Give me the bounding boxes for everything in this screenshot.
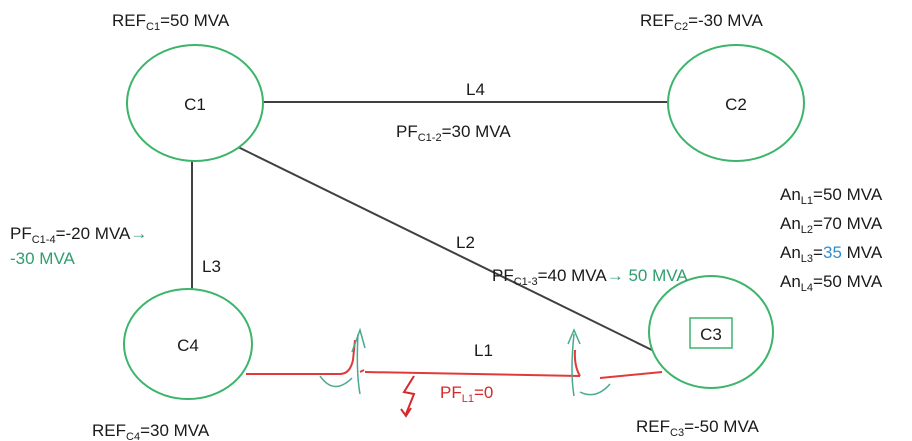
pf-l1-label: PFL1=0	[440, 383, 493, 405]
rating-l3-highlight: 35	[823, 243, 842, 262]
rating-l2: AnL2=70 MVA	[780, 214, 883, 236]
node-c3-box	[689, 317, 733, 349]
ref-c4-label: REFC4=30 MVA	[92, 421, 210, 441]
rating-l3: AnL3=35 MVA	[780, 243, 883, 265]
node-c1[interactable]: C1	[126, 44, 264, 162]
node-c2-label: C2	[725, 95, 747, 114]
line-l3-label: L3	[202, 257, 221, 276]
fault-lightning-icon	[402, 375, 416, 415]
ref-c3-label: REFC3=-50 MVA	[636, 417, 760, 439]
ref-c1-label: REFC1=50 MVA	[112, 11, 230, 33]
node-c1-label: C1	[184, 95, 206, 114]
fault-arrowhead-icon	[400, 407, 412, 418]
breaker-hooks	[319, 327, 611, 397]
node-c3-label: C3	[700, 325, 722, 344]
rating-l4: AnL4=50 MVA	[780, 272, 883, 294]
rating-l1: AnL1=50 MVA	[780, 185, 883, 207]
pf-c1-3-label: PFC1-3=40 MVA→ 50 MVA	[492, 266, 688, 288]
line-l1-label: L1	[474, 341, 493, 360]
line-l1	[246, 339, 663, 379]
node-c4-label: C4	[177, 336, 199, 355]
pf-c1-2-label: PFC1-2=30 MVA	[396, 122, 511, 144]
node-c4[interactable]: C4	[123, 288, 253, 400]
line-l4-label: L4	[466, 80, 485, 99]
ref-c2-label: REFC2=-30 MVA	[640, 11, 764, 33]
pf-c1-4-label: PFC1-4=-20 MVA→	[10, 224, 147, 246]
line-l2	[235, 145, 657, 353]
node-c2[interactable]: C2	[667, 44, 805, 162]
pf-c1-4-arrow-icon: →	[130, 224, 147, 243]
line-l2-label: L2	[456, 233, 475, 252]
pf-c1-3-arrow-icon: →	[607, 266, 624, 285]
node-c3[interactable]: C3	[648, 275, 774, 389]
pf-c1-3-new-value: 50 MVA	[624, 266, 689, 285]
pf-c1-4-new-value: -30 MVA	[10, 249, 76, 268]
